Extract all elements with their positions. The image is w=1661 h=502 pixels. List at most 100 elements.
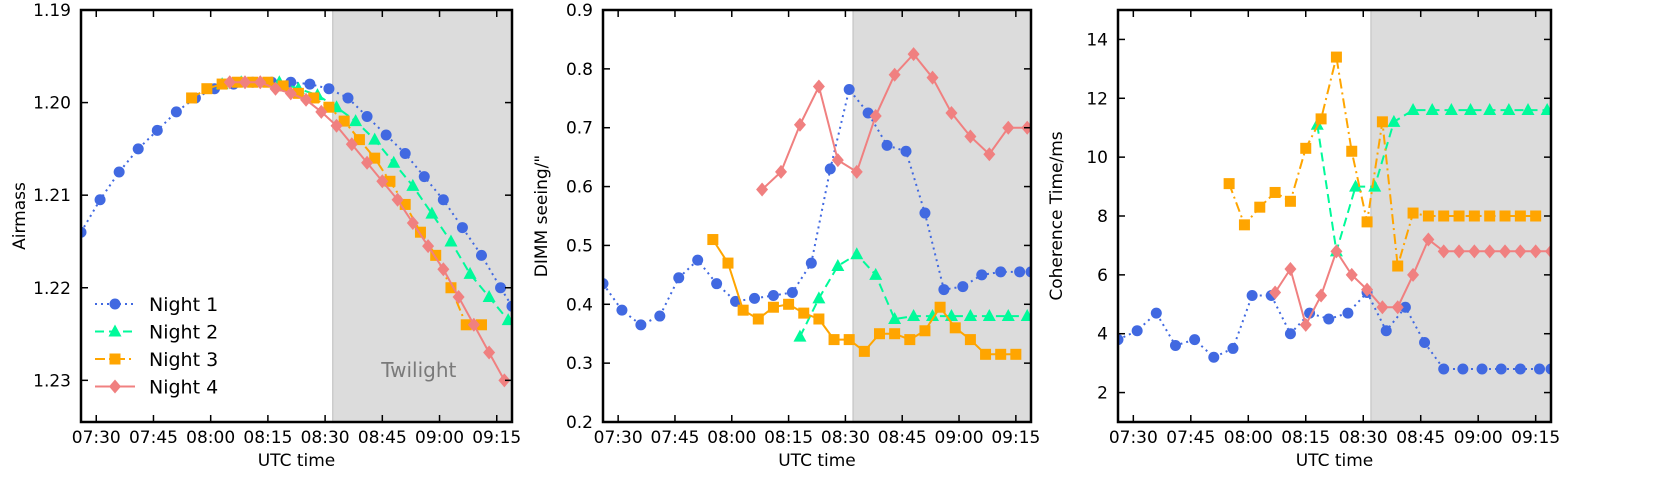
data-point-s3-20 (475, 319, 487, 331)
data-point-s1-15 (1380, 325, 1392, 337)
x-tick-label: 08:00 (186, 428, 235, 448)
x-tick-label: 08:15 (243, 428, 292, 448)
data-point-s1-13 (304, 78, 316, 90)
data-point-s4-6 (300, 92, 313, 107)
data-point-s3-8 (1330, 51, 1342, 63)
data-point-s3-20 (1514, 210, 1526, 222)
data-point-s1-24 (1025, 266, 1031, 278)
data-point-s4-12 (391, 192, 404, 207)
data-point-s2-9 (368, 132, 382, 145)
plot-frame (601, 8, 1033, 424)
data-point-s3-16 (414, 226, 426, 238)
data-point-s4-7 (315, 104, 328, 119)
data-point-s2-11 (406, 178, 420, 191)
data-point-s4-12 (1437, 244, 1450, 259)
data-point-s3-17 (949, 322, 961, 334)
data-point-s3-17 (1468, 210, 1480, 222)
data-point-s3-16 (1453, 210, 1465, 222)
data-point-s1-6 (692, 254, 704, 266)
chart-panel-1: Twilight 07:30 07:45 08:00 08:15 08:30 08:45 09… (10, 1, 521, 471)
y-tick-label: 14 (1086, 30, 1108, 50)
x-tick-label: 08:45 (1396, 428, 1445, 448)
data-point-s3-21 (1010, 348, 1022, 360)
x-tick-label: 09:00 (415, 428, 464, 448)
data-point-s3-4 (752, 313, 764, 325)
data-point-s2-12 (425, 206, 439, 219)
data-point-s2-10 (963, 309, 977, 322)
data-point-s4-5 (831, 153, 844, 168)
legend-marker-2 (108, 324, 122, 337)
data-point-s2-9 (1464, 103, 1478, 116)
data-point-s4-1 (1269, 285, 1282, 300)
data-point-s1-5 (151, 124, 163, 136)
data-point-s3-9 (308, 92, 320, 104)
data-point-s2-4 (1368, 179, 1382, 192)
data-point-s3-15 (399, 198, 411, 210)
x-tick-label: 08:30 (301, 428, 350, 448)
data-point-s1-23 (495, 282, 507, 294)
data-point-s3-1 (1223, 178, 1235, 190)
data-point-s1-4 (654, 310, 666, 322)
data-point-s3-14 (1422, 210, 1434, 222)
data-point-s4-8 (888, 67, 901, 82)
data-point-s1-9 (749, 292, 761, 304)
data-point-s1-20 (437, 194, 449, 206)
x-axis-label: UTC time (1296, 451, 1374, 471)
data-point-s1-18 (919, 207, 931, 219)
y-tick-label: 10 (1086, 148, 1108, 168)
data-point-s1-10 (1284, 328, 1296, 340)
data-point-s1-8 (1246, 289, 1258, 301)
x-tick-label: 08:00 (1224, 428, 1273, 448)
x-tick-label: 08:30 (1339, 428, 1388, 448)
data-point-s3-10 (1361, 216, 1373, 228)
data-point-s4-9 (907, 47, 920, 62)
plot-area (81, 75, 512, 388)
data-point-s1-4 (132, 143, 144, 155)
x-tick-label: 07:45 (1166, 428, 1215, 448)
data-point-s1-2 (1131, 325, 1143, 337)
data-point-s1-6 (1208, 351, 1220, 363)
x-tick-label: 08:45 (358, 428, 407, 448)
data-point-s1-5 (673, 272, 685, 284)
data-point-s4-6 (850, 164, 863, 179)
data-point-s3-3 (1254, 201, 1266, 213)
data-point-s2-3 (1349, 179, 1363, 192)
data-point-s1-3 (1150, 307, 1162, 319)
data-point-s2-2 (812, 291, 826, 304)
data-point-s1-20 (1476, 363, 1488, 375)
data-point-s3-6 (783, 298, 795, 310)
data-point-s4-19 (498, 373, 511, 388)
data-point-s4-15 (437, 262, 450, 277)
chart-panel-2: 07:30 07:45 08:00 08:15 08:30 08:45 09:00 09:15… (532, 1, 1040, 471)
y-tick-label: 0.3 (566, 354, 593, 374)
data-point-s3-19 (460, 319, 472, 331)
twilight-region (332, 10, 512, 422)
data-point-s2-10 (387, 155, 401, 168)
data-point-s4-1 (223, 75, 236, 90)
data-point-s2-12 (1001, 309, 1015, 322)
data-point-s2-3 (831, 259, 845, 272)
data-point-s3-3 (216, 78, 228, 90)
data-point-s3-6 (262, 76, 274, 88)
data-point-s3-4 (1269, 186, 1281, 198)
data-point-s4-1 (756, 182, 769, 197)
data-point-s3-12 (873, 328, 885, 340)
data-point-s1-1 (1118, 334, 1124, 346)
data-point-s1-15 (342, 92, 354, 104)
data-point-s1-11 (786, 287, 798, 299)
data-point-s1-7 (1227, 342, 1239, 354)
data-point-s3-1 (186, 92, 198, 104)
data-point-s2-1 (793, 329, 807, 342)
data-point-s1-16 (361, 110, 373, 122)
data-point-s3-11 (858, 345, 870, 357)
chart-panel-3: 07:30 07:45 08:00 08:15 08:30 08:45 09:00 09:15… (1047, 8, 1560, 471)
data-point-s4-8 (1376, 300, 1389, 315)
data-point-s3-10 (323, 101, 335, 113)
x-tick-label: 09:00 (1454, 428, 1503, 448)
x-tick-label: 07:30 (72, 428, 121, 448)
data-point-s3-19 (980, 348, 992, 360)
data-point-s3-7 (1315, 113, 1327, 125)
data-point-s3-11 (338, 115, 350, 127)
y-tick-label: 0.9 (566, 1, 593, 21)
data-point-s1-4 (1169, 339, 1181, 351)
